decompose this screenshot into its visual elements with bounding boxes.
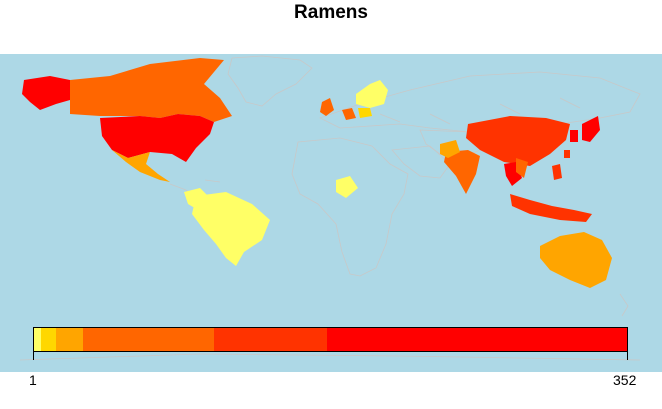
- region-nigeria: [336, 176, 358, 198]
- legend-segment: [55, 328, 83, 351]
- region-japan: [582, 116, 600, 142]
- region-germany: [342, 108, 356, 120]
- legend-segment: [34, 328, 42, 351]
- region-mexico: [112, 150, 170, 182]
- region-brazil: [192, 192, 270, 266]
- region-alaska: [22, 76, 70, 110]
- legend-tick-max: [627, 352, 628, 360]
- legend-tick-min: [33, 352, 34, 360]
- legend-bar: [33, 327, 628, 352]
- region-uk: [320, 98, 334, 116]
- region-taiwan: [564, 150, 570, 158]
- region-nordic: [356, 80, 388, 108]
- legend-segment: [41, 328, 56, 351]
- region-indonesia: [510, 194, 592, 222]
- legend-segment: [214, 328, 327, 351]
- chart-title: Ramens: [294, 2, 368, 23]
- legend-segment: [326, 328, 627, 351]
- region-pakistan: [440, 140, 460, 158]
- region-usa: [100, 114, 214, 162]
- world-map: [0, 54, 662, 372]
- region-south-korea: [570, 130, 578, 142]
- region-colombia: [184, 188, 210, 210]
- legend-max-label: 352: [613, 372, 637, 388]
- region-china: [466, 116, 570, 166]
- region-philippines: [552, 164, 562, 180]
- region-australia: [540, 232, 612, 288]
- region-india: [444, 150, 480, 194]
- map-svg: [19, 55, 641, 361]
- legend-segment: [82, 328, 215, 351]
- legend-min-label: 1: [29, 372, 37, 388]
- region-vietnam: [516, 158, 528, 178]
- region-canada: [70, 58, 232, 122]
- region-poland: [358, 108, 372, 118]
